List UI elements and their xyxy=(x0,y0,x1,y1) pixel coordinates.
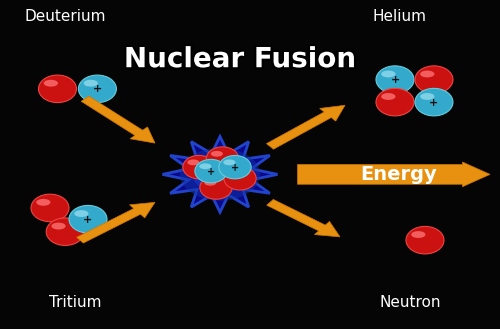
FancyArrow shape xyxy=(81,96,155,143)
Ellipse shape xyxy=(200,176,232,199)
Ellipse shape xyxy=(415,89,453,116)
Text: +: + xyxy=(430,98,438,108)
Ellipse shape xyxy=(84,80,98,87)
Ellipse shape xyxy=(219,155,251,179)
Ellipse shape xyxy=(211,151,223,157)
Ellipse shape xyxy=(376,66,414,93)
Ellipse shape xyxy=(411,231,426,238)
Ellipse shape xyxy=(183,155,215,179)
Ellipse shape xyxy=(200,164,211,169)
Text: Helium: Helium xyxy=(373,9,427,24)
Circle shape xyxy=(192,156,248,192)
Ellipse shape xyxy=(195,159,227,183)
Ellipse shape xyxy=(69,205,107,233)
Circle shape xyxy=(180,148,260,201)
FancyArrow shape xyxy=(266,105,345,149)
Ellipse shape xyxy=(74,210,88,217)
Ellipse shape xyxy=(38,75,76,103)
Text: Neutron: Neutron xyxy=(380,295,441,310)
Text: +: + xyxy=(84,215,92,225)
Ellipse shape xyxy=(406,226,444,254)
Text: Energy: Energy xyxy=(360,165,437,184)
Ellipse shape xyxy=(78,75,116,103)
Ellipse shape xyxy=(188,160,200,165)
Ellipse shape xyxy=(381,70,396,77)
Text: Nuclear Fusion: Nuclear Fusion xyxy=(124,45,356,73)
Circle shape xyxy=(202,163,237,186)
Ellipse shape xyxy=(420,70,434,77)
Text: Tritium: Tritium xyxy=(49,295,101,310)
Ellipse shape xyxy=(224,160,235,165)
FancyArrow shape xyxy=(298,162,490,187)
Text: +: + xyxy=(207,166,215,177)
FancyArrow shape xyxy=(76,202,155,243)
Ellipse shape xyxy=(376,89,414,116)
Text: +: + xyxy=(390,75,400,85)
Ellipse shape xyxy=(44,80,58,87)
Text: Deuterium: Deuterium xyxy=(24,9,106,24)
Ellipse shape xyxy=(206,147,238,170)
Ellipse shape xyxy=(420,93,434,100)
Ellipse shape xyxy=(204,180,216,186)
FancyArrow shape xyxy=(266,199,340,237)
Ellipse shape xyxy=(46,218,84,245)
Ellipse shape xyxy=(415,66,453,93)
Ellipse shape xyxy=(31,194,69,222)
Ellipse shape xyxy=(224,166,256,190)
Ellipse shape xyxy=(52,223,66,230)
Text: +: + xyxy=(93,85,102,94)
Ellipse shape xyxy=(381,93,396,100)
Ellipse shape xyxy=(228,171,240,176)
Polygon shape xyxy=(162,137,278,212)
Ellipse shape xyxy=(36,199,51,206)
Text: +: + xyxy=(231,163,239,173)
